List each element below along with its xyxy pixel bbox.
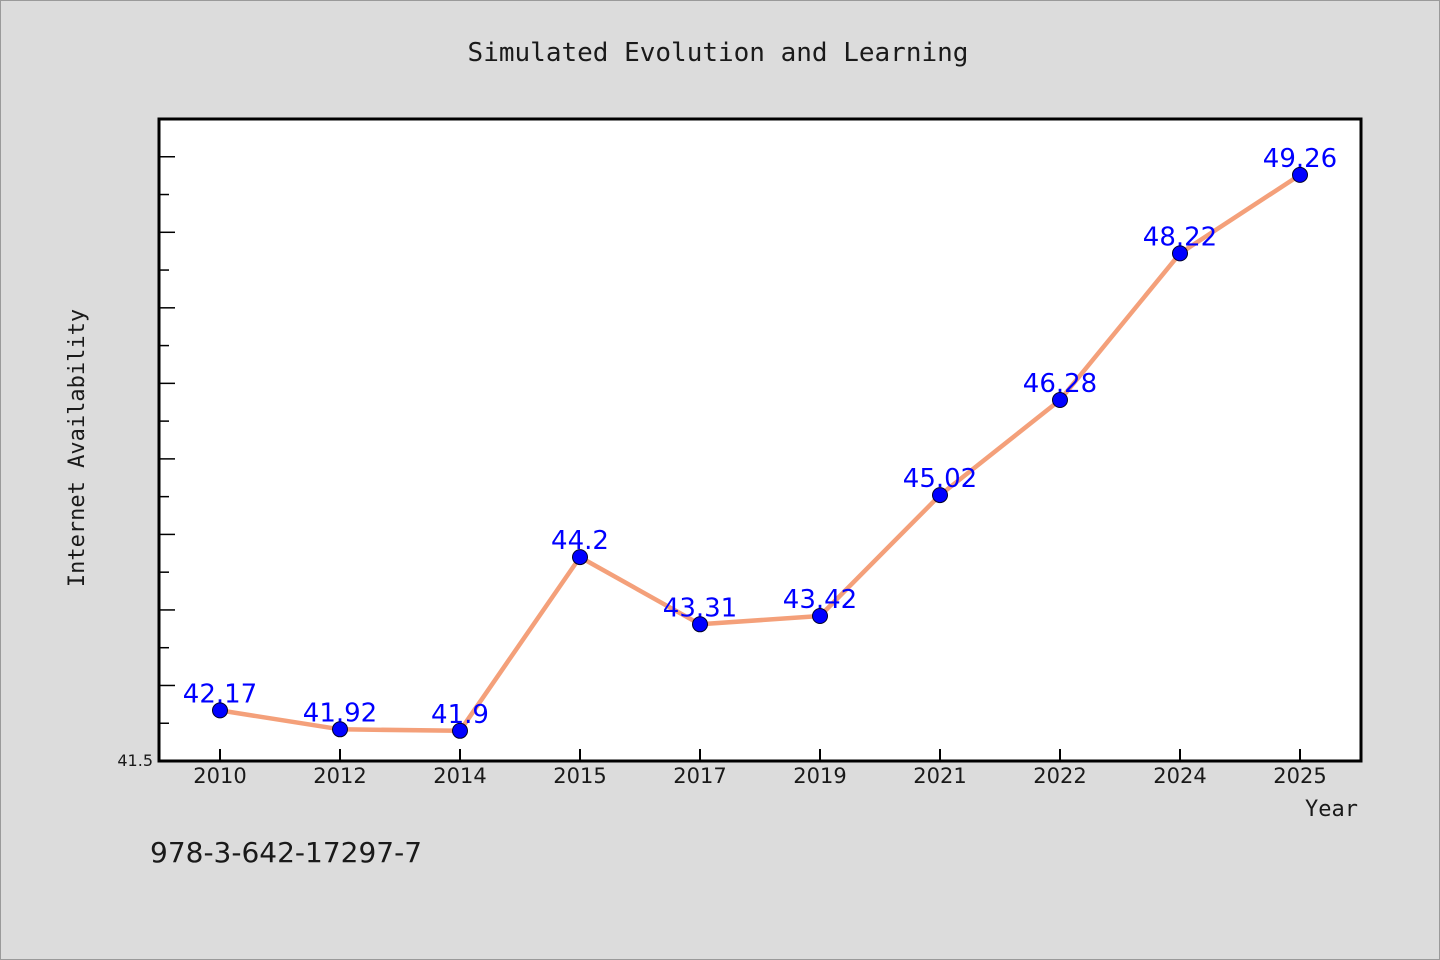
data-point: [692, 616, 708, 633]
x-tick-label: 2025: [1273, 764, 1326, 788]
footnote-isbn: 978-3-642-17297-7: [150, 836, 422, 869]
data-point: [572, 549, 588, 566]
chart-title: Simulated Evolution and Learning: [468, 38, 969, 68]
data-label: 43.42: [783, 585, 857, 615]
data-label: 48.22: [1143, 222, 1217, 252]
x-tick-label: 2024: [1153, 764, 1206, 788]
data-label: 46.28: [1023, 369, 1097, 399]
y-axis-label: Internet Availability: [65, 309, 90, 587]
x-tick-label: 2012: [313, 764, 366, 788]
x-tick-label: 2022: [1033, 764, 1086, 788]
x-axis-label: Year: [1305, 797, 1358, 822]
data-point: [212, 702, 228, 719]
y-axis-min-label: 41.5: [117, 751, 153, 770]
data-label: 44.2: [551, 526, 609, 556]
data-point: [1172, 245, 1188, 262]
x-tick-label: 2017: [673, 764, 726, 788]
data-point: [1292, 166, 1308, 183]
data-label: 41.92: [303, 698, 377, 728]
data-point: [452, 722, 468, 739]
x-tick-label: 2021: [913, 764, 966, 788]
data-label: 49.26: [1263, 144, 1337, 174]
series-markers: [212, 166, 1308, 739]
x-tick-label: 2019: [793, 764, 846, 788]
plot-area: [157, 117, 1363, 763]
data-label: 43.31: [663, 593, 737, 623]
data-label: 41.9: [431, 700, 489, 730]
series-line: [217, 172, 1303, 734]
data-label: 45.02: [903, 464, 977, 494]
x-axis-ticks: [219, 749, 1301, 761]
x-tick-label: 2014: [433, 764, 486, 788]
x-tick-label: 2015: [553, 764, 606, 788]
data-label: 42.17: [183, 679, 257, 709]
data-labels: 42.17 41.92 41.9 44.2 43.31 43.42 45.02 46.28 48…: [183, 144, 1337, 730]
data-point: [932, 487, 948, 504]
x-axis-tick-labels: 2010 2012 2014 2015 2017 2019 2021 2022 2024 2025: [193, 764, 1326, 788]
data-point: [1052, 392, 1068, 408]
y-axis-ticks: [159, 118, 175, 724]
data-point: [332, 721, 348, 738]
data-point: [812, 608, 828, 624]
x-tick-label: 2010: [193, 764, 246, 788]
